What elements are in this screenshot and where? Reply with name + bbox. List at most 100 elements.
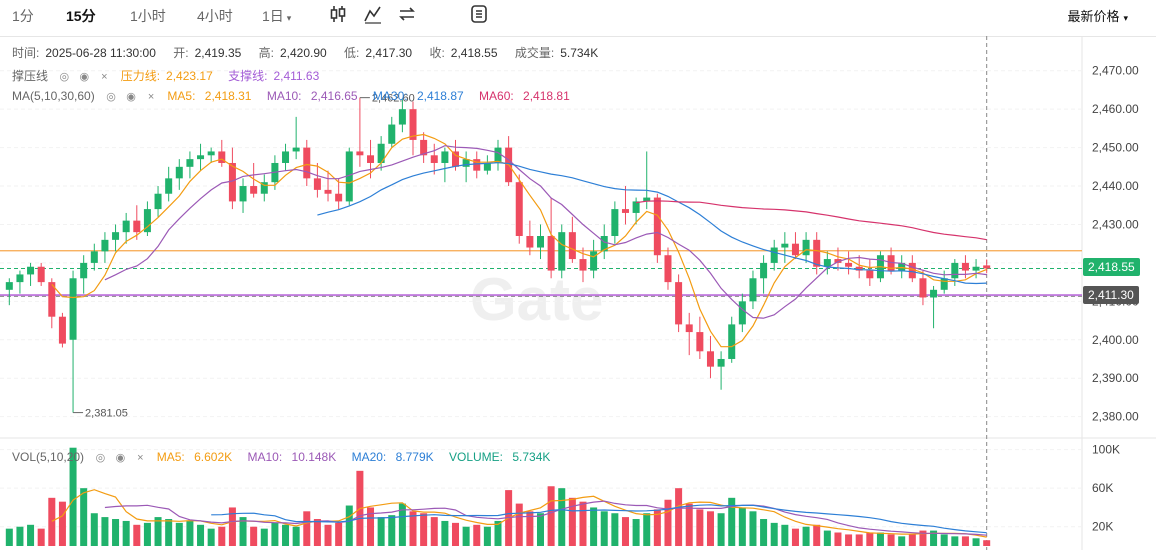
candle-body (462, 159, 470, 167)
volume-bar (685, 503, 693, 546)
volume-bar (579, 501, 587, 546)
candle-body (600, 236, 608, 252)
candle-body (398, 109, 406, 125)
watermark: Gate (470, 266, 603, 333)
candle-body (547, 236, 555, 271)
settings-dot-icon[interactable]: ◉ (115, 452, 126, 464)
swap-icon[interactable] (396, 3, 418, 25)
volume-bar (133, 524, 141, 546)
candle-body (579, 259, 587, 271)
price-tick-label: 2,440.00 (1092, 179, 1139, 193)
volume-bar (664, 499, 672, 546)
candle-body (685, 324, 693, 333)
candle-body (866, 270, 874, 279)
volume-bar (186, 520, 194, 546)
vol-ma5-key: MA5: (156, 450, 185, 464)
candle-body (80, 262, 88, 279)
candle-body (154, 193, 162, 210)
volume-bar (728, 497, 736, 546)
volume-bar (770, 522, 778, 546)
candle-body (983, 265, 991, 269)
eye-icon[interactable]: ◎ (95, 452, 106, 464)
volume-bar (377, 517, 385, 546)
ma5-label: MA5: 2,418.31 (167, 89, 257, 103)
candle-body (409, 109, 417, 140)
eye-icon[interactable]: ◎ (59, 71, 70, 83)
price-tick-label: 2,380.00 (1092, 410, 1139, 424)
price-tick-label: 2,450.00 (1092, 141, 1139, 155)
price-tick-label: 2,390.00 (1092, 371, 1139, 385)
eye-icon[interactable]: ◎ (106, 91, 116, 103)
timeframe-1d-label: 1日 (262, 8, 284, 24)
volume-bar (876, 532, 884, 546)
volume-bar (536, 513, 545, 546)
low-value: 2,417.30 (365, 46, 413, 60)
candle-body (526, 236, 534, 248)
volume-bar (207, 528, 215, 546)
timeframe-1h[interactable]: 1小时 (130, 8, 166, 24)
indicator-icon[interactable] (362, 3, 384, 25)
ma10-line (104, 145, 987, 319)
volume-bar (611, 513, 619, 546)
volume-bar (866, 532, 874, 546)
settings-dot-icon[interactable]: ◉ (79, 71, 90, 83)
volume-bar (430, 517, 438, 546)
ohlc-legend: 时间: 2025-06-28 11:30:00 开: 2,419.35 高: 2,42… (12, 44, 612, 61)
low-marker-label: 2,381.05 (85, 408, 128, 420)
candle-body (186, 159, 194, 167)
candle-body (515, 182, 523, 236)
resistance-label: 压力线: 2,423.17 (121, 69, 219, 83)
volume-bar (303, 511, 311, 546)
timeframe-4h[interactable]: 4小时 (197, 8, 233, 24)
ma10-key: MA10: (266, 89, 302, 103)
settings-icon[interactable] (468, 3, 490, 25)
volume-bar (526, 511, 534, 546)
open-label: 开: (173, 46, 189, 60)
candle-body (441, 151, 449, 163)
candle-body (940, 278, 948, 290)
volume-bar (675, 488, 683, 546)
close-icon[interactable]: × (137, 452, 144, 464)
volume-bar (940, 534, 948, 546)
timeframe-1m[interactable]: 1分 (12, 8, 34, 24)
volume-bar (568, 497, 576, 546)
volume-bar (951, 536, 959, 546)
close-icon[interactable]: × (147, 91, 155, 103)
settings-dot-icon[interactable]: ◉ (126, 91, 136, 103)
candlestick-type-icon[interactable] (327, 3, 349, 25)
volume-bar (239, 517, 247, 546)
timeframe-1d[interactable]: 1日 ▾ (262, 6, 291, 26)
volume-current-label: VOLUME: 5.734K (449, 450, 556, 464)
volume-bar (228, 507, 236, 546)
candle-body (611, 209, 619, 236)
volume-bar (451, 522, 460, 546)
high-marker-label: 2,462.60 (372, 93, 415, 105)
candle-body (728, 324, 736, 359)
close-icon[interactable]: × (101, 71, 108, 83)
volume-bar (271, 522, 279, 546)
volume-bar (558, 488, 566, 546)
volume-tick-label: 100K (1092, 443, 1120, 457)
ma30-line (317, 162, 987, 285)
candle-body (536, 236, 545, 248)
price-mode-select[interactable]: 最新价格 ▾ (1067, 6, 1128, 25)
candle-body (717, 358, 725, 367)
volume-bar (621, 517, 629, 546)
candle-body (760, 262, 768, 279)
volume-bar (420, 513, 428, 546)
volume-bar (5, 528, 13, 546)
volume-bar (122, 520, 130, 546)
candle-body (303, 147, 311, 179)
resistance-key: 压力线: (120, 69, 161, 83)
candle-body (260, 182, 268, 194)
candle-body (143, 209, 151, 233)
timeframe-15m[interactable]: 15分 (66, 8, 96, 24)
ma10-value: 2,416.65 (310, 89, 358, 103)
volume-bar (48, 497, 56, 546)
toolbar: 1分 15分 1小时 4小时 1日 ▾ 最新价格 ▾ (0, 0, 1156, 30)
volume-bar (590, 507, 598, 546)
volume-bar (898, 536, 906, 546)
candle-body (558, 232, 566, 271)
volume-bar (335, 522, 343, 546)
